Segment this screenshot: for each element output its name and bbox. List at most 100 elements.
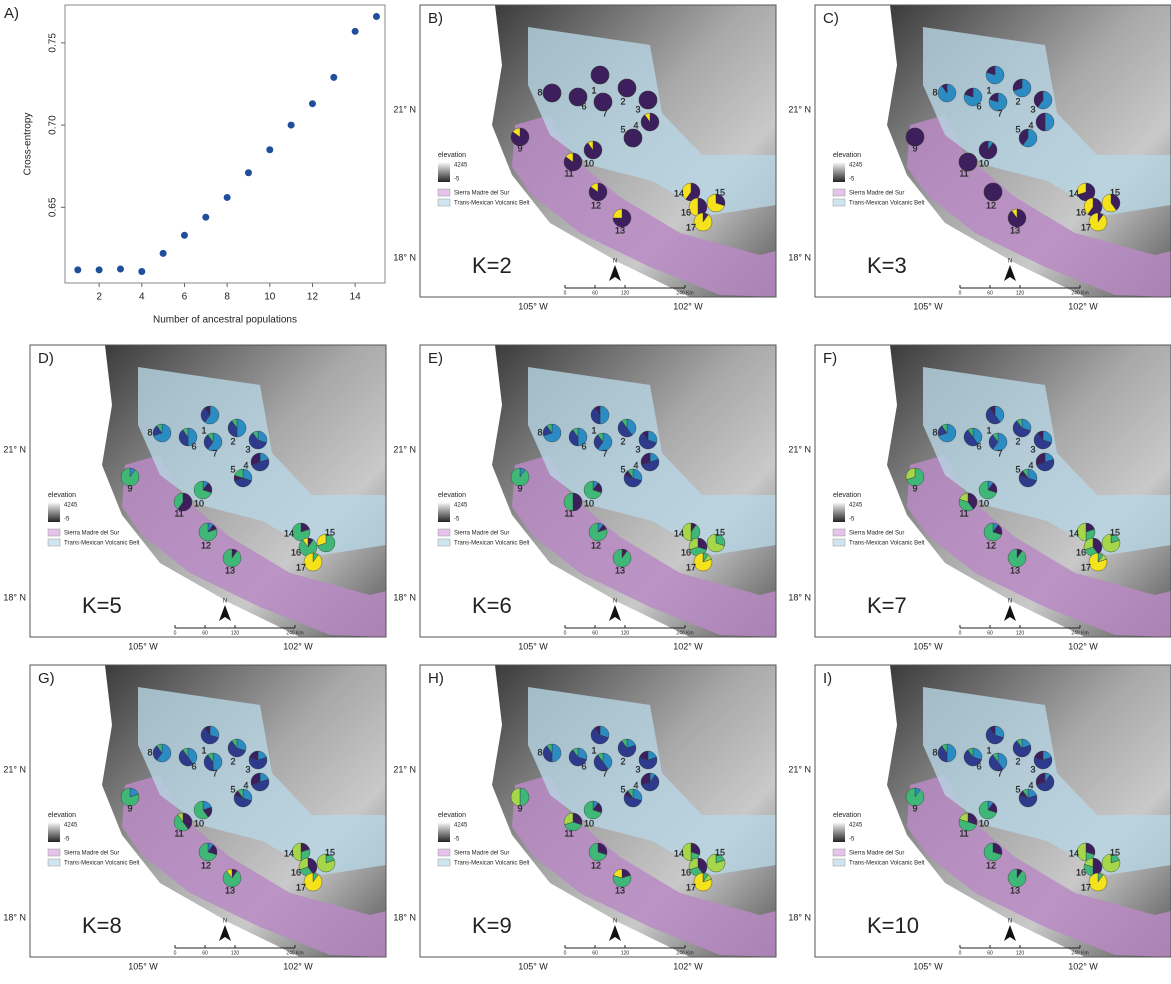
population-label: 1 <box>986 425 991 435</box>
scale-label: 0 <box>564 630 567 636</box>
population-label: 8 <box>932 747 937 757</box>
scale-label: 60 <box>592 630 598 636</box>
scale-label: 60 <box>592 290 598 296</box>
x-tick-label: 2 <box>96 292 102 303</box>
lat-label: 18° N <box>3 592 26 602</box>
population-label: 6 <box>191 441 196 451</box>
population-label: 11 <box>564 168 573 178</box>
legend-gradient <box>438 162 450 182</box>
legend-swatch <box>438 849 450 856</box>
lon-label: 105° W <box>518 301 548 311</box>
population-label: 7 <box>212 768 217 778</box>
legend-low: -5 <box>849 177 855 183</box>
population-label: 2 <box>230 436 235 446</box>
scale-label: 120 <box>1016 290 1025 296</box>
pie-slice <box>694 213 712 231</box>
population-label: 13 <box>615 885 625 895</box>
y-axis-label: Cross-entropy <box>23 113 34 176</box>
lon-label: 105° W <box>913 961 943 971</box>
lat-label: 21° N <box>788 764 811 774</box>
north-label: N <box>613 259 617 265</box>
population-label: 17 <box>1081 222 1091 232</box>
pie-slice <box>618 79 636 97</box>
population-label: 11 <box>564 828 573 838</box>
data-point <box>309 100 316 107</box>
panel-label: C) <box>823 10 839 27</box>
population-label: 10 <box>194 818 204 828</box>
population-label: 11 <box>174 508 183 518</box>
legend-title: elevation <box>833 812 861 819</box>
y-tick-label: 0.75 <box>48 33 59 53</box>
scale-label: 120 <box>621 950 630 956</box>
pie-slice <box>639 91 657 109</box>
population-label: 12 <box>201 860 211 870</box>
plot-frame <box>65 5 385 283</box>
population-label: 16 <box>1076 547 1086 557</box>
legend-title: elevation <box>438 492 466 499</box>
scatter-panel: A)0.650.700.752468101214Number of ancest… <box>4 5 385 326</box>
pie-slice <box>624 129 642 147</box>
scale-label: 240 Km <box>1071 290 1088 296</box>
lon-label: 105° W <box>913 301 943 311</box>
legend-swatch <box>438 199 450 206</box>
scale-label: 60 <box>987 290 993 296</box>
legend-swatch <box>48 859 60 866</box>
north-label: N <box>613 919 617 925</box>
data-point <box>138 268 145 275</box>
population-label: 9 <box>912 483 917 493</box>
population-label: 2 <box>1015 436 1020 446</box>
population-label: 15 <box>325 847 335 857</box>
legend-gradient <box>48 502 60 522</box>
panel-label: I) <box>823 670 832 687</box>
population-label: 10 <box>584 818 594 828</box>
pie-slice <box>543 84 561 102</box>
population-label: 1 <box>591 425 596 435</box>
legend-high: 4245 <box>64 503 78 509</box>
x-tick-label: 8 <box>224 292 230 303</box>
population-label: 3 <box>1030 444 1035 454</box>
x-tick-label: 10 <box>264 292 276 303</box>
k-label: K=3 <box>867 253 907 278</box>
population-label: 2 <box>1015 96 1020 106</box>
pie-slice <box>304 553 322 571</box>
population-label: 16 <box>1076 867 1086 877</box>
scale-label: 60 <box>987 950 993 956</box>
legend-high: 4245 <box>849 503 863 509</box>
legend-gradient <box>833 502 845 522</box>
pie-slice <box>1089 873 1107 891</box>
population-label: 6 <box>581 441 586 451</box>
scale-label: 60 <box>987 630 993 636</box>
k-label: K=10 <box>867 913 919 938</box>
data-point <box>288 122 295 129</box>
population-label: 9 <box>912 143 917 153</box>
pie-slice <box>591 66 609 84</box>
lat-label: 18° N <box>393 592 416 602</box>
population-label: 8 <box>537 427 542 437</box>
pie-slice <box>984 183 1002 201</box>
population-label: 6 <box>976 761 981 771</box>
lat-label: 21° N <box>393 764 416 774</box>
scale-label: 0 <box>959 950 962 956</box>
scale-label: 0 <box>174 630 177 636</box>
lon-label: 102° W <box>673 301 703 311</box>
population-label: 7 <box>602 768 607 778</box>
population-label: 9 <box>127 483 132 493</box>
legend-gradient <box>438 502 450 522</box>
legend-gradient <box>833 162 845 182</box>
north-label: N <box>223 919 227 925</box>
population-label: 10 <box>584 498 594 508</box>
lat-label: 18° N <box>788 912 811 922</box>
panel-label: A) <box>4 5 19 22</box>
legend-gradient <box>48 822 60 842</box>
legend-swatch <box>833 529 845 536</box>
legend-label: Sierra Madre del Sur <box>849 851 904 857</box>
population-label: 8 <box>147 427 152 437</box>
lon-label: 105° W <box>913 641 943 651</box>
population-label: 14 <box>1069 528 1079 538</box>
population-label: 15 <box>715 847 725 857</box>
legend-title: elevation <box>48 492 76 499</box>
x-tick-label: 12 <box>307 292 319 303</box>
population-label: 11 <box>174 828 183 838</box>
north-label: N <box>1008 919 1012 925</box>
